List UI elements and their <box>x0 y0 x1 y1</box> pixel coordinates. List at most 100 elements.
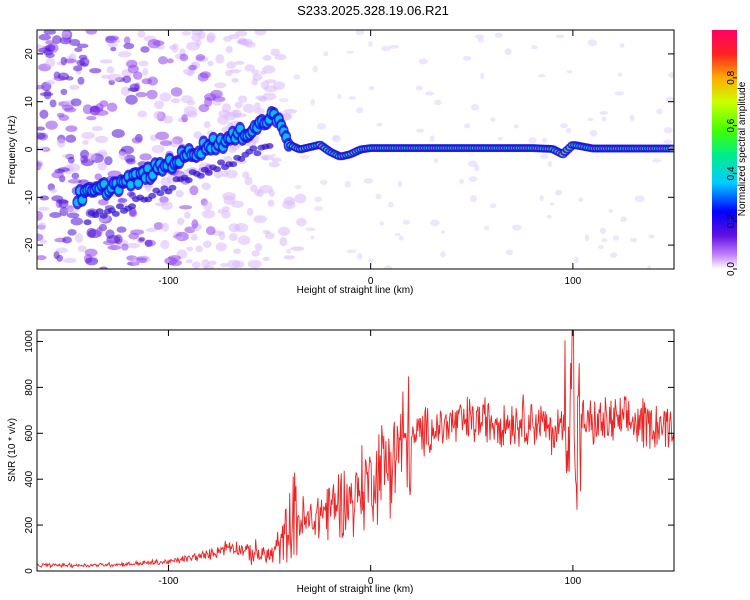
spectrogram-noise-cell <box>207 60 214 67</box>
spectrogram-noise-cell <box>71 172 80 180</box>
spectrogram-noise-cell <box>528 137 537 144</box>
spectrogram-noise-cell <box>539 194 544 202</box>
spectrogram-noise-cell <box>157 56 169 65</box>
spectrogram-noise-cell <box>131 137 143 144</box>
spectrogram-noise-cell <box>252 73 263 81</box>
spectrogram-noise-cell <box>323 50 329 57</box>
spectrogram-noise-cell <box>651 158 662 163</box>
snr-x-tick-label: -100 <box>158 576 178 587</box>
spectrogram-noise-cell <box>140 46 150 53</box>
spectrogram-noise-cell <box>199 71 211 79</box>
spectrogram-noise-cell <box>120 86 130 96</box>
spectrogram-noise-cell <box>127 87 138 92</box>
spectrogram-noise-cell <box>283 255 296 260</box>
spectrogram-noise-cell <box>67 156 75 164</box>
spectrogram-secondary-branch <box>237 155 246 162</box>
spectrogram-noise-cell <box>554 189 563 196</box>
spectrogram-noise-cell <box>332 135 339 140</box>
spectrogram-y-axis-label: Frequency (Hz) <box>7 116 18 185</box>
spectrogram-noise-cell <box>87 152 96 161</box>
colorbar-tick-label: 0.2 <box>726 214 737 228</box>
spectrogram-noise-cell <box>212 100 222 106</box>
spectrogram-noise-cell <box>45 57 56 68</box>
spectrogram-noise-cell <box>599 110 608 115</box>
spectrogram-noise-cell <box>96 226 103 237</box>
spectrogram-noise-cell <box>434 99 442 106</box>
spectrogram-secondary-branch <box>217 159 226 166</box>
spectrogram-noise-cell <box>55 247 68 254</box>
spectrogram-noise-cell <box>177 217 185 226</box>
spectrogram-noise-cell <box>76 43 89 49</box>
spectrogram-noise-cell <box>312 65 318 73</box>
spectrogram-noise-cell <box>185 259 193 264</box>
spectrogram-noise-cell <box>67 229 77 236</box>
spectrogram-noise-cell <box>99 266 108 269</box>
spectrogram-noise-cell <box>53 251 60 260</box>
spectrogram-noise-cell <box>206 32 216 42</box>
spectrogram-y-tick-label: 20 <box>24 48 35 60</box>
spectrogram-noise-cell <box>283 108 298 114</box>
spectrogram-noise-cell <box>45 40 55 45</box>
spectrogram-noise-cell <box>278 226 291 236</box>
spectrogram-noise-cell <box>203 120 211 129</box>
spectrogram-noise-cell <box>76 59 86 66</box>
spectrogram-noise-cell <box>265 79 277 84</box>
snr-y-tick-label: 0 <box>24 568 35 574</box>
spectrogram-noise-cell <box>117 51 132 58</box>
spectrogram-noise-cell <box>144 239 153 248</box>
spectrogram-noise-cell <box>65 125 78 132</box>
spectrogram-secondary-branch <box>111 210 120 217</box>
spectrogram-noise-cell <box>274 53 287 61</box>
spectrogram-noise-cell <box>153 110 164 120</box>
spectrogram-noise-cell <box>215 242 227 252</box>
spectrogram-secondary-branch <box>95 208 104 215</box>
spectrogram-noise-cell <box>305 227 316 232</box>
spectrogram-noise-cell <box>170 87 183 97</box>
spectrogram-secondary-branch <box>156 190 165 197</box>
spectrogram-noise-cell <box>232 248 241 254</box>
spectrogram-noise-cell <box>179 53 189 62</box>
spectrogram-noise-cell <box>262 55 272 61</box>
spectrogram-noise-cell <box>170 98 181 104</box>
spectrogram-noise-cell <box>186 246 193 252</box>
spectrogram-noise-cell <box>537 74 546 78</box>
snr-panel: -100 0 100 0 200 400 600 800 1000 Height of str… <box>7 329 675 595</box>
spectrogram-noise-cell <box>174 235 184 241</box>
spectrogram-noise-cell <box>587 117 594 122</box>
spectrogram-noise-cell <box>464 123 471 129</box>
spectrogram-noise-cell <box>132 71 143 80</box>
spectrogram-noise-cell <box>37 210 44 221</box>
spectrogram-noise-cell <box>363 178 374 184</box>
spectrogram-ridge-core <box>127 180 135 189</box>
spectrogram-noise-cell <box>195 245 203 253</box>
spectrogram-noise-cell <box>255 95 267 101</box>
spectrogram-noise-cell <box>38 34 51 41</box>
spectrogram-noise-cell <box>541 137 548 143</box>
spectrogram-noise-cell <box>189 185 199 196</box>
spectrogram-noise-cell <box>587 39 598 47</box>
spectrogram-noise-cell <box>574 256 579 264</box>
spectrogram-noise-cell <box>546 214 552 219</box>
spectrogram-noise-cell <box>467 160 478 168</box>
spectrogram-noise-cell <box>135 91 148 98</box>
spectrogram-noise-cell <box>215 54 225 64</box>
spectrogram-secondary-branch <box>212 166 221 173</box>
colorbar-tick-label: 0.4 <box>726 166 737 180</box>
spectrogram-noise-cell <box>159 140 173 146</box>
spectrogram-noise-cell <box>70 98 82 107</box>
spectrogram-x-tick-label: -100 <box>158 276 178 287</box>
spectrogram-noise-cell <box>313 206 324 211</box>
spectrogram-noise-cell <box>94 173 103 181</box>
spectrogram-noise-cell <box>375 193 382 200</box>
spectrogram-noise-cell <box>440 230 445 234</box>
spectrogram-noise-cell <box>181 31 192 36</box>
spectrogram-noise-cell <box>394 232 401 237</box>
spectrogram-noise-cell <box>440 251 446 258</box>
spectrogram-noise-cell <box>78 54 88 60</box>
spectrogram-noise-cell <box>251 250 260 257</box>
spectrogram-noise-cell <box>262 256 270 261</box>
spectrogram-noise-cell <box>195 39 202 47</box>
colorbar: 0.0 0.2 0.4 0.6 0.8 Normalized spectral ampl… <box>712 30 748 276</box>
spectrogram-noise-cell <box>86 227 97 238</box>
